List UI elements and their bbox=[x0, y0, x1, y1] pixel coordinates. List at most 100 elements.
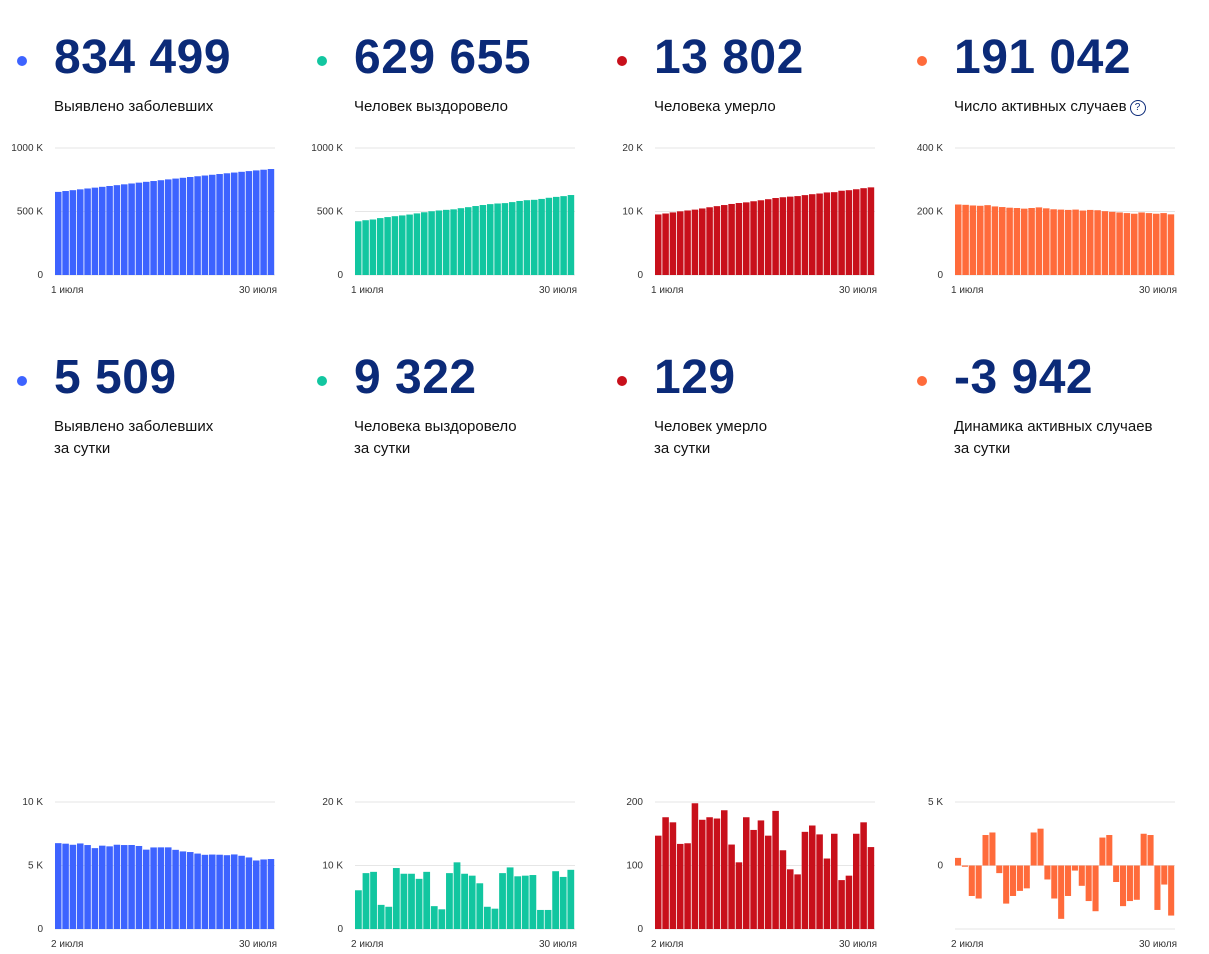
bar[interactable] bbox=[406, 214, 413, 275]
bar[interactable] bbox=[135, 845, 143, 929]
bar[interactable] bbox=[559, 876, 567, 929]
bar[interactable] bbox=[787, 196, 794, 275]
bar[interactable] bbox=[1037, 828, 1044, 866]
bar[interactable] bbox=[816, 834, 823, 929]
bar[interactable] bbox=[521, 875, 529, 929]
bar[interactable] bbox=[438, 909, 446, 929]
bar[interactable] bbox=[552, 871, 560, 929]
bar[interactable] bbox=[223, 855, 231, 929]
bar[interactable] bbox=[684, 210, 691, 275]
bar[interactable] bbox=[201, 175, 209, 275]
bar[interactable] bbox=[794, 196, 801, 275]
bar[interactable] bbox=[801, 195, 809, 275]
bar[interactable] bbox=[1071, 865, 1078, 871]
bar[interactable] bbox=[831, 192, 838, 275]
bar[interactable] bbox=[691, 209, 699, 275]
bar[interactable] bbox=[260, 859, 267, 929]
bar[interactable] bbox=[231, 172, 238, 275]
bar[interactable] bbox=[84, 845, 91, 929]
bar[interactable] bbox=[1085, 865, 1092, 902]
bar[interactable] bbox=[831, 833, 838, 929]
bar[interactable] bbox=[531, 199, 538, 275]
bar[interactable] bbox=[772, 810, 779, 929]
bar[interactable] bbox=[399, 215, 406, 275]
bar[interactable] bbox=[157, 847, 165, 929]
bar[interactable] bbox=[779, 197, 787, 275]
bar[interactable] bbox=[962, 204, 969, 275]
bar[interactable] bbox=[435, 210, 443, 275]
bar[interactable] bbox=[1160, 213, 1167, 275]
bar[interactable] bbox=[385, 906, 393, 929]
bar[interactable] bbox=[179, 177, 187, 275]
bar[interactable] bbox=[743, 817, 750, 929]
bar[interactable] bbox=[1126, 865, 1133, 902]
bar[interactable] bbox=[1109, 211, 1116, 275]
bar[interactable] bbox=[150, 181, 157, 275]
bar[interactable] bbox=[369, 219, 377, 276]
bar[interactable] bbox=[853, 189, 860, 275]
bar[interactable] bbox=[1167, 214, 1175, 275]
bar[interactable] bbox=[69, 190, 77, 275]
help-icon[interactable]: ? bbox=[1129, 100, 1146, 116]
bar[interactable] bbox=[735, 203, 743, 275]
bar[interactable] bbox=[537, 909, 544, 929]
bar[interactable] bbox=[553, 196, 560, 275]
bar[interactable] bbox=[867, 847, 875, 929]
bar[interactable] bbox=[706, 207, 713, 275]
bar[interactable] bbox=[245, 857, 253, 929]
bar[interactable] bbox=[750, 829, 757, 929]
bar[interactable] bbox=[415, 878, 423, 929]
bar[interactable] bbox=[853, 833, 860, 929]
bar[interactable] bbox=[157, 180, 165, 275]
bar[interactable] bbox=[750, 201, 757, 275]
bar[interactable] bbox=[413, 213, 421, 275]
bar[interactable] bbox=[728, 844, 735, 929]
bar[interactable] bbox=[1133, 865, 1140, 900]
bar[interactable] bbox=[267, 169, 275, 275]
bar[interactable] bbox=[1168, 865, 1175, 916]
bar[interactable] bbox=[238, 171, 245, 275]
bar[interactable] bbox=[509, 202, 516, 275]
bar[interactable] bbox=[362, 220, 369, 275]
bar[interactable] bbox=[499, 873, 506, 929]
bar[interactable] bbox=[662, 817, 669, 929]
bar[interactable] bbox=[150, 847, 157, 929]
bar[interactable] bbox=[172, 849, 179, 929]
bar[interactable] bbox=[491, 908, 499, 929]
bar[interactable] bbox=[1028, 208, 1035, 275]
bar[interactable] bbox=[975, 865, 982, 899]
bar[interactable] bbox=[1021, 208, 1028, 275]
bar[interactable] bbox=[446, 873, 453, 929]
bar[interactable] bbox=[677, 211, 684, 275]
bar[interactable] bbox=[838, 880, 845, 929]
bar[interactable] bbox=[179, 851, 187, 929]
bar[interactable] bbox=[479, 205, 487, 275]
bar[interactable] bbox=[216, 174, 223, 275]
bar[interactable] bbox=[450, 209, 457, 275]
bar[interactable] bbox=[421, 212, 428, 275]
bar[interactable] bbox=[128, 844, 135, 929]
bar[interactable] bbox=[523, 200, 531, 275]
bar[interactable] bbox=[669, 822, 677, 929]
bar[interactable] bbox=[845, 190, 853, 275]
bar[interactable] bbox=[443, 209, 450, 275]
bar[interactable] bbox=[362, 873, 370, 929]
bar[interactable] bbox=[765, 835, 772, 929]
bar[interactable] bbox=[1161, 865, 1168, 885]
bar[interactable] bbox=[1057, 209, 1065, 275]
bar[interactable] bbox=[453, 862, 461, 929]
bar[interactable] bbox=[209, 174, 216, 275]
bar[interactable] bbox=[867, 187, 875, 275]
bar[interactable] bbox=[955, 857, 962, 866]
bar[interactable] bbox=[238, 855, 245, 929]
bar[interactable] bbox=[501, 203, 509, 275]
bar[interactable] bbox=[801, 831, 809, 929]
bar[interactable] bbox=[713, 818, 721, 929]
bar[interactable] bbox=[355, 221, 362, 275]
bar[interactable] bbox=[1010, 865, 1017, 896]
bar[interactable] bbox=[544, 909, 552, 929]
bar[interactable] bbox=[494, 203, 501, 276]
bar[interactable] bbox=[106, 846, 113, 929]
bar[interactable] bbox=[461, 873, 468, 929]
bar[interactable] bbox=[757, 820, 765, 929]
